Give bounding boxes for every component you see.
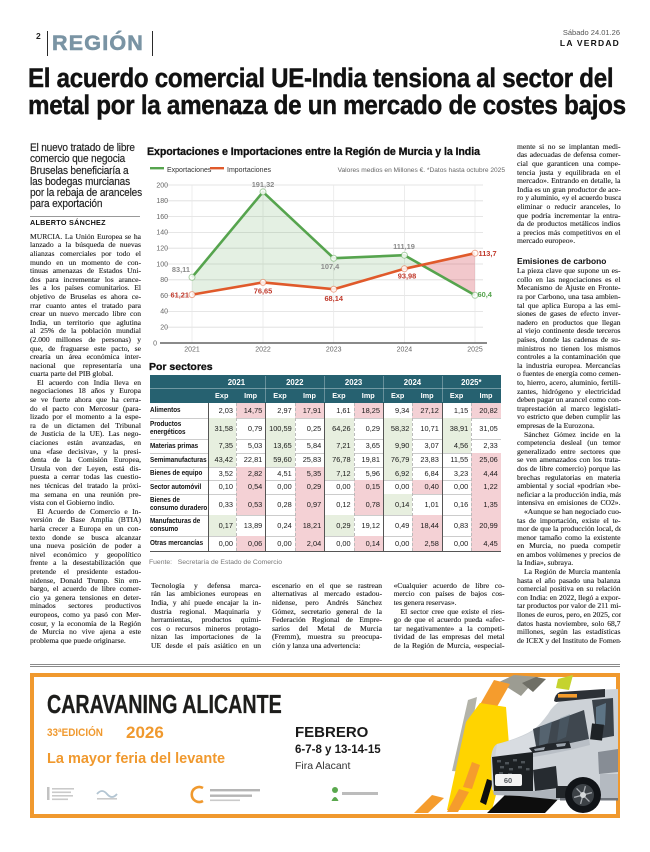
svg-text:160: 160 xyxy=(156,214,168,221)
svg-text:40: 40 xyxy=(160,309,168,316)
svg-text:2025: 2025 xyxy=(467,347,483,354)
svg-text:Exportaciones: Exportaciones xyxy=(167,167,212,174)
svg-text:140: 140 xyxy=(156,230,168,237)
svg-text:20: 20 xyxy=(160,325,168,332)
svg-text:180: 180 xyxy=(156,198,168,205)
svg-text:76,65: 76,65 xyxy=(254,287,273,296)
svg-text:83,11: 83,11 xyxy=(172,265,190,274)
svg-text:120: 120 xyxy=(156,246,168,253)
svg-text:111,19: 111,19 xyxy=(393,242,415,251)
svg-text:2021: 2021 xyxy=(184,347,200,354)
svg-text:60: 60 xyxy=(160,293,168,300)
svg-text:2023: 2023 xyxy=(326,347,342,354)
svg-text:60: 60 xyxy=(504,776,512,785)
svg-text:100: 100 xyxy=(156,261,168,268)
svg-text:93,98: 93,98 xyxy=(398,272,417,281)
svg-text:2022: 2022 xyxy=(255,347,271,354)
svg-text:61,21: 61,21 xyxy=(171,291,190,300)
svg-text:Exportaciones e Importaciones: Exportaciones e Importaciones entre la R… xyxy=(147,146,480,158)
svg-text:0: 0 xyxy=(153,341,157,348)
svg-text:200: 200 xyxy=(156,182,168,189)
svg-text:80: 80 xyxy=(160,277,168,284)
svg-text:Importaciones: Importaciones xyxy=(227,167,271,174)
svg-text:107,4: 107,4 xyxy=(321,262,340,271)
svg-text:191,32: 191,32 xyxy=(252,180,275,189)
svg-text:68,14: 68,14 xyxy=(324,294,343,303)
svg-text:60,4: 60,4 xyxy=(478,290,493,299)
svg-text:113,7: 113,7 xyxy=(479,249,497,258)
svg-text:Valores medios en Millones €.: Valores medios en Millones €. *Datos has… xyxy=(338,167,506,174)
svg-text:2024: 2024 xyxy=(397,347,413,354)
